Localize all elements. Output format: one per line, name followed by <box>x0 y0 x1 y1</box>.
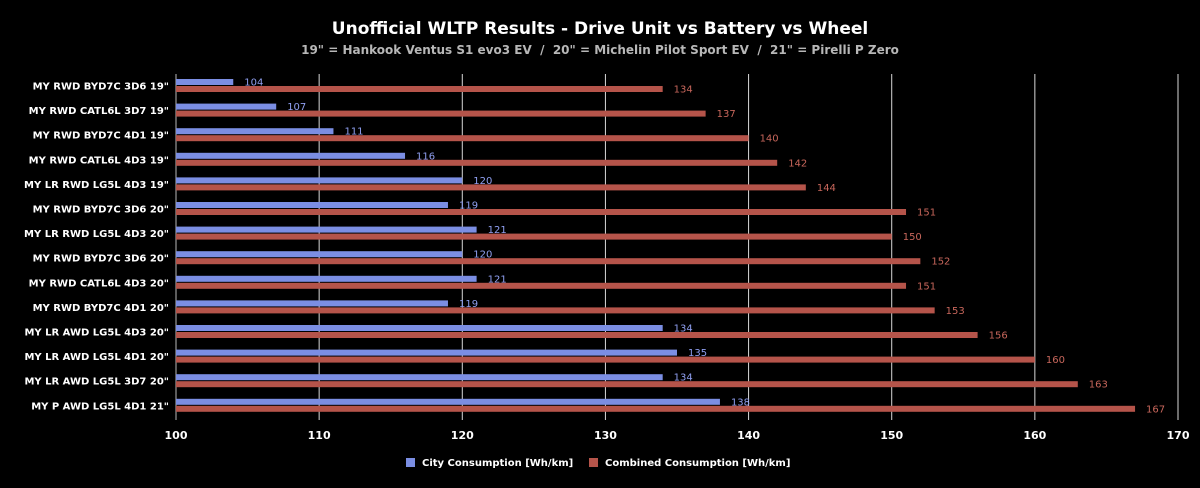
data-label-combined: 150 <box>903 232 922 243</box>
data-label-combined: 140 <box>760 134 779 145</box>
bar-combined <box>176 332 978 338</box>
category-label: MY LR AWD LG5L 3D7 20" <box>24 377 169 388</box>
data-label-city: 111 <box>344 127 363 138</box>
data-label-combined: 137 <box>717 109 736 120</box>
category-label: MY P AWD LG5L 4D1 21" <box>31 401 169 412</box>
data-label-city: 119 <box>459 201 478 212</box>
legend-swatch-city <box>406 458 415 467</box>
bar-combined <box>176 356 1035 363</box>
category-label: MY RWD BYD7C 4D1 19" <box>33 131 169 142</box>
bar-city <box>176 202 448 208</box>
bar-city <box>176 177 463 184</box>
data-label-combined: 142 <box>788 158 807 169</box>
data-label-combined: 153 <box>946 306 965 317</box>
data-label-combined: 156 <box>989 331 1008 342</box>
data-label-city: 119 <box>459 299 478 310</box>
data-label-combined: 144 <box>817 183 836 194</box>
category-label: MY LR RWD LG5L 4D3 20" <box>24 229 169 240</box>
bar-combined <box>176 381 1078 388</box>
grid-lines <box>175 74 1179 420</box>
data-label-city: 107 <box>287 102 306 113</box>
category-label: MY LR AWD LG5L 4D1 20" <box>24 352 169 363</box>
bar-combined <box>176 282 907 289</box>
bar-city <box>176 325 663 331</box>
bar-city <box>176 128 334 135</box>
x-tick-label-140: 140 <box>737 429 760 442</box>
x-tick-label-150: 150 <box>880 429 903 442</box>
x-tick-label-120: 120 <box>451 429 474 442</box>
category-label: MY RWD BYD7C 3D6 20" <box>33 205 169 216</box>
data-label-city: 121 <box>488 225 507 236</box>
bar-city <box>176 275 477 282</box>
data-label-combined: 160 <box>1046 355 1065 366</box>
data-label-city: 121 <box>488 274 507 285</box>
x-tick-label-170: 170 <box>1167 429 1190 442</box>
category-label: MY LR AWD LG5L 4D3 20" <box>24 328 169 339</box>
category-label: MY RWD CATL6L 3D7 19" <box>29 106 169 117</box>
data-label-city: 116 <box>416 151 435 162</box>
data-label-city: 138 <box>731 397 750 408</box>
bar-combined <box>176 258 921 265</box>
x-tick-label-130: 130 <box>594 429 617 442</box>
category-labels: MY RWD BYD7C 3D6 19" MY RWD CATL6L 3D7 19… <box>24 82 169 413</box>
category-label: MY RWD CATL6L 4D3 19" <box>29 155 169 166</box>
legend: City Consumption [Wh/km] Combined Consum… <box>406 458 790 469</box>
x-tick-label-160: 160 <box>1023 429 1046 442</box>
category-label: MY RWD BYD7C 4D1 20" <box>33 303 169 314</box>
category-label: MY RWD BYD7C 3D6 19" <box>33 82 169 93</box>
bar-city <box>176 300 448 307</box>
data-label-city: 120 <box>473 250 492 261</box>
data-label-combined: 167 <box>1146 404 1165 415</box>
bar-city <box>176 79 234 85</box>
data-label-city: 134 <box>674 324 693 335</box>
data-label-combined: 163 <box>1089 380 1108 391</box>
bar-city <box>176 251 463 258</box>
legend-label-city: City Consumption [Wh/km] <box>422 458 573 469</box>
bar-city <box>176 103 277 110</box>
bar-combined <box>176 135 749 142</box>
bar-combined <box>176 405 1136 412</box>
bar-combined <box>176 159 778 166</box>
bar-combined <box>176 233 892 240</box>
x-tick-label-100: 100 <box>165 429 188 442</box>
data-label-city: 104 <box>244 78 263 89</box>
x-tick-label-110: 110 <box>308 429 331 442</box>
category-label: MY RWD BYD7C 3D6 20" <box>33 254 169 265</box>
chart-subtitle: 19" = Hankook Ventus S1 evo3 EV / 20" = … <box>301 43 899 57</box>
bar-city <box>176 398 720 405</box>
bar-combined <box>176 184 806 191</box>
bar-city <box>176 349 677 356</box>
category-label: MY LR RWD LG5L 4D3 19" <box>24 180 169 191</box>
x-axis-ticks: 100 110 120 130 140 150 160 170 <box>165 429 1190 442</box>
data-label-combined: 151 <box>917 208 936 219</box>
legend-label-combined: Combined Consumption [Wh/km] <box>605 458 790 469</box>
legend-swatch-combined <box>589 458 598 467</box>
bar-combined <box>176 110 706 117</box>
data-label-city: 135 <box>688 348 707 359</box>
data-label-city: 120 <box>473 176 492 187</box>
bar-city <box>176 226 477 233</box>
data-label-combined: 134 <box>674 85 693 96</box>
data-label-city: 134 <box>674 373 693 384</box>
data-label-combined: 152 <box>931 257 950 268</box>
bar-combined <box>176 86 663 92</box>
bar-combined <box>176 209 907 215</box>
bars: 104 134 107 137 111 140 116 142 120 144 119 151 121 1… <box>176 78 1165 415</box>
bar-city <box>176 152 406 159</box>
data-label-combined: 151 <box>917 281 936 292</box>
category-label: MY RWD CATL6L 4D3 20" <box>29 278 169 289</box>
chart-title: Unofficial WLTP Results - Drive Unit vs … <box>332 19 868 39</box>
bar-city <box>176 374 663 381</box>
bar-combined <box>176 307 935 314</box>
